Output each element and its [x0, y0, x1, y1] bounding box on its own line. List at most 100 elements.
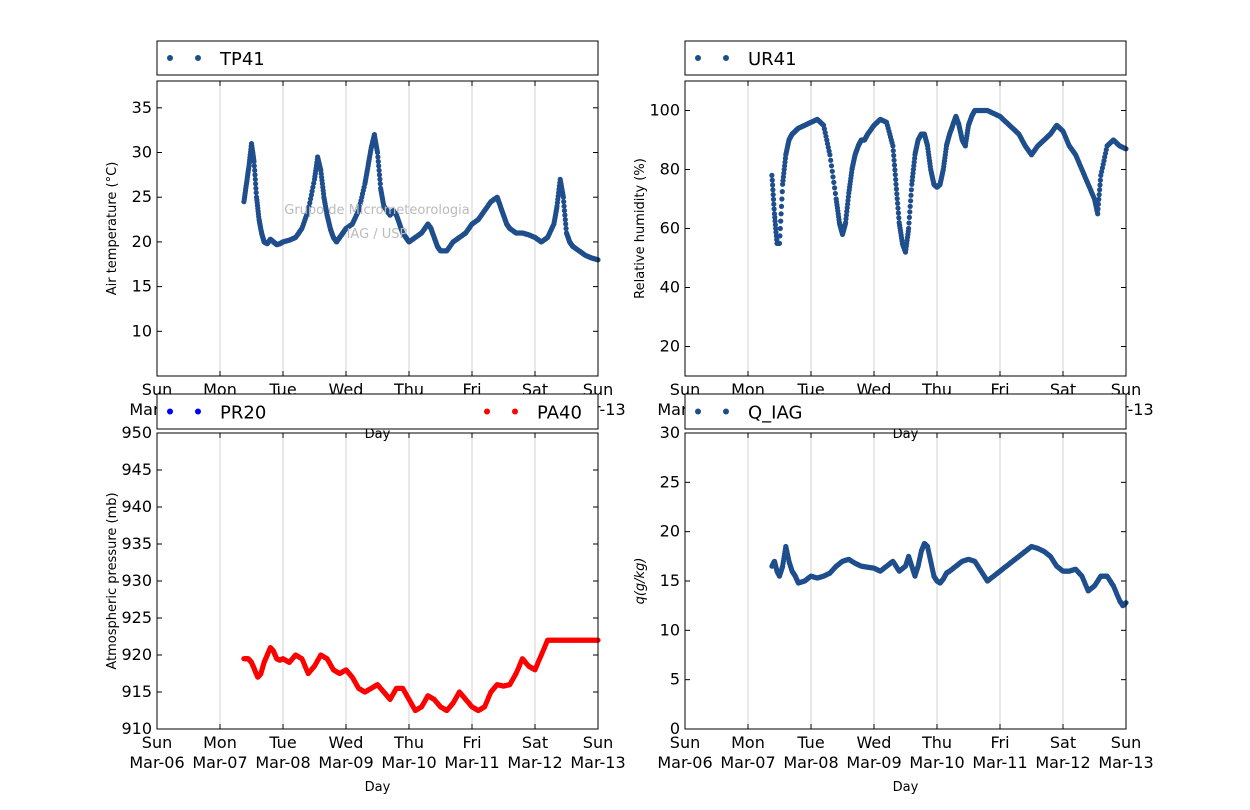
y-tick-label: 930 — [121, 571, 152, 590]
data-point — [895, 210, 902, 216]
data-point — [770, 196, 777, 202]
plot-frame — [684, 432, 1127, 730]
data-point — [377, 181, 383, 187]
data-point — [310, 184, 316, 190]
legend-marker — [723, 408, 729, 415]
data-point — [771, 201, 777, 207]
x-axis-label: Day — [365, 427, 391, 442]
data-point — [253, 185, 259, 191]
data-point — [893, 176, 899, 183]
data-point — [777, 225, 783, 232]
data-point — [772, 222, 779, 228]
y-tick-label: 920 — [121, 645, 152, 664]
y-axis-label: q(g/kg) — [633, 558, 648, 605]
legend-marker — [167, 55, 173, 61]
y-tick-label: 935 — [121, 534, 152, 553]
x-axis-label: Day — [365, 780, 391, 795]
data-point — [891, 152, 897, 159]
data-point — [562, 217, 568, 223]
y-axis-label: Atmospheric pressure (mb) — [105, 492, 120, 669]
data-point — [306, 204, 312, 210]
data-point — [251, 158, 257, 165]
y-tick-label: 25 — [132, 187, 152, 206]
data-point — [769, 177, 775, 183]
data-point — [770, 182, 776, 188]
data-point — [375, 158, 381, 165]
data-point — [895, 205, 901, 211]
y-tick-label: 60 — [660, 219, 680, 238]
data-point — [770, 192, 776, 198]
data-point — [311, 180, 317, 186]
data-point — [892, 172, 898, 178]
y-tick-label: 950 — [121, 423, 152, 442]
series-PA40 — [241, 637, 601, 714]
legend-frame — [156, 393, 599, 430]
y-tick-label: 80 — [660, 160, 680, 179]
data-point — [1095, 211, 1101, 217]
data-point — [828, 163, 835, 169]
y-tick-label: 10 — [660, 620, 680, 639]
data-point — [561, 199, 567, 205]
chart-panel-1: SunMar-06MonMar-07TueMar-08WedMar-09ThuM… — [105, 40, 626, 442]
y-tick-label: 10 — [132, 321, 152, 340]
data-point — [890, 148, 896, 154]
legend: UR41 — [684, 40, 1127, 76]
data-point — [1096, 196, 1102, 202]
legend-frame — [684, 40, 1127, 76]
data-point — [253, 190, 259, 196]
data-point — [829, 168, 835, 174]
chart-panel-2: SunMar-06MonMar-07TueMar-08WedMar-09ThuM… — [633, 40, 1154, 442]
data-point — [832, 190, 839, 197]
legend-label: UR41 — [748, 49, 797, 70]
y-tick-label: 940 — [121, 497, 152, 516]
legend: TP41 — [156, 40, 599, 76]
y-tick-label: 0 — [670, 719, 680, 738]
y-tick-label: 30 — [660, 423, 680, 442]
data-point — [908, 187, 915, 193]
data-point — [777, 233, 783, 239]
x-axis-label: Day — [893, 780, 919, 795]
legend-label: PA40 — [537, 403, 582, 424]
data-point — [1095, 206, 1101, 212]
y-tick-label: 15 — [660, 571, 680, 590]
y-tick-label: 910 — [121, 719, 152, 738]
data-point — [377, 176, 383, 182]
legend-label: TP41 — [219, 49, 265, 70]
y-tick-label: 40 — [660, 278, 680, 297]
series-Q_IAG — [769, 540, 1129, 609]
data-point — [253, 181, 259, 187]
y-tick-label: 35 — [132, 98, 152, 117]
data-point — [890, 143, 896, 149]
data-point — [779, 189, 785, 195]
data-point — [906, 220, 912, 226]
legend-marker — [512, 408, 518, 415]
data-point — [907, 209, 913, 215]
data-point — [893, 181, 899, 187]
watermark: Grupo de Micrometeorologia IAG / USP — [284, 203, 470, 242]
data-point — [563, 221, 569, 227]
data-point — [561, 203, 567, 209]
data-point — [771, 206, 777, 212]
y-tick-label: 20 — [132, 232, 152, 251]
legend-label: PR20 — [220, 403, 266, 424]
data-point — [376, 167, 382, 173]
legend-label: Q_IAG — [748, 403, 802, 424]
data-point — [831, 179, 837, 185]
data-point — [772, 218, 778, 224]
y-tick-label: 945 — [121, 460, 152, 479]
legend-frame — [156, 40, 599, 76]
data-point — [895, 200, 901, 206]
x-axis-label: Day — [893, 427, 919, 442]
data-point — [894, 196, 900, 202]
data-point — [563, 225, 569, 232]
